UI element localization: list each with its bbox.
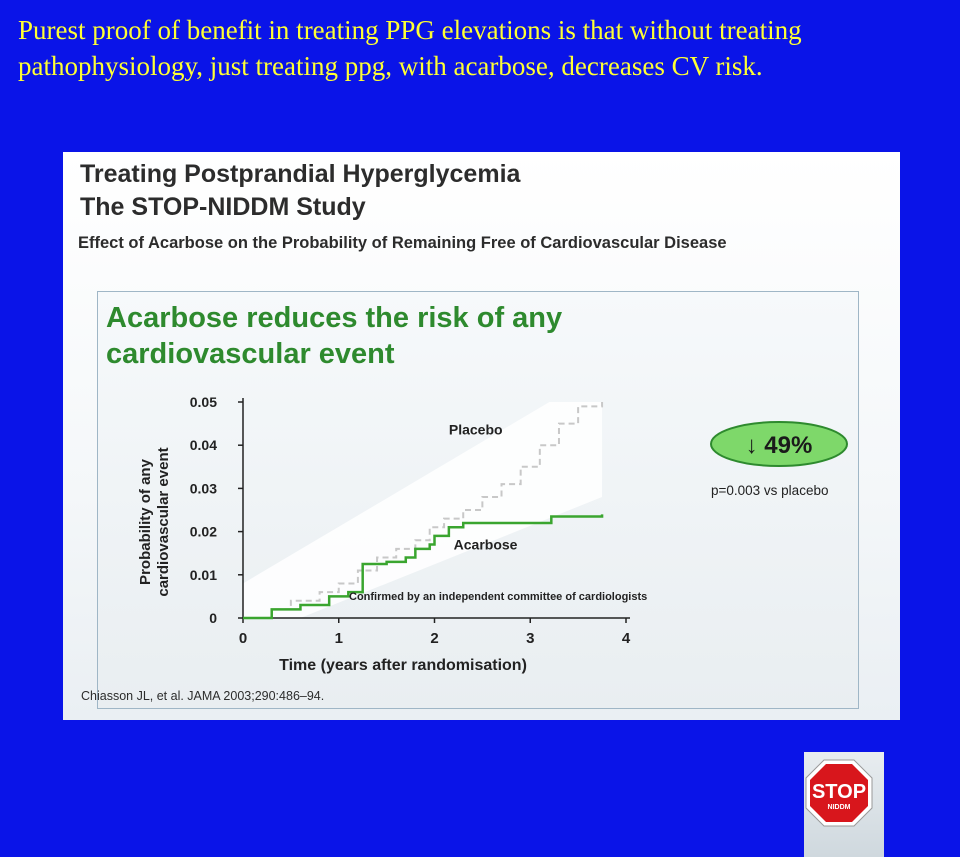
y-tick-label: 0.02 <box>190 524 217 540</box>
x-axis-label: Time (years after randomisation) <box>279 657 527 674</box>
x-tick-label: 2 <box>430 630 438 647</box>
y-axis-label-line2: cardiovascular event <box>155 447 172 596</box>
series-line-acarbose <box>243 514 604 620</box>
figure-panel: Treating Postprandial Hyperglycemia The … <box>63 152 900 857</box>
reduction-value: ↓ 49% <box>746 432 813 459</box>
y-tick-label: 0.01 <box>190 567 217 583</box>
committee-note: Confirmed by an independent committee of… <box>349 591 647 603</box>
y-tick-label: 0 <box>209 610 217 626</box>
y-tick-label: 0.05 <box>190 394 217 410</box>
citation: Chiasson JL, et al. JAMA 2003;290:486–94… <box>81 689 325 703</box>
figure-subtitle: Effect of Acarbose on the Probability of… <box>78 234 727 252</box>
figure-title: Treating Postprandial Hyperglycemia The … <box>80 158 520 224</box>
confidence-band <box>243 402 603 618</box>
y-tick-label: 0.04 <box>190 437 217 453</box>
x-tick-label: 4 <box>622 630 631 647</box>
reduction-ellipse <box>710 421 848 467</box>
slide-heading-line1: Purest proof of benefit in treating PPG … <box>18 15 802 45</box>
figure-title-line1: Treating Postprandial Hyperglycemia <box>80 160 521 188</box>
y-axis-label-line1: Probability of any <box>137 458 154 585</box>
logo-niddm-text: NIDDM <box>828 804 851 811</box>
stop-niddm-logo: STOP NIDDM <box>805 759 873 827</box>
series-label-acarbose: Acarbose <box>454 537 518 553</box>
labels-layer: Placebo Acarbose <box>449 421 518 552</box>
x-tick-label: 3 <box>526 630 534 647</box>
x-tick-label: 1 <box>335 630 343 647</box>
series-line-placebo <box>243 402 604 619</box>
series-layer <box>243 402 604 620</box>
chart-box: Acarbose reduces the risk of any cardiov… <box>97 291 884 857</box>
chart-title-line1: Acarbose reduces the risk of any <box>106 302 563 334</box>
p-value: p=0.003 vs placebo <box>711 483 828 498</box>
slide-heading: Purest proof of benefit in treating PPG … <box>18 12 953 84</box>
km-chart: 0 0.01 0.02 0.03 0.04 0.05 0 1 2 3 4 Placebo Acarbo… <box>137 394 848 674</box>
slide-heading-line2: pathophysiology, just treating ppg, with… <box>18 51 763 81</box>
chart-title: Acarbose reduces the risk of any cardiov… <box>106 300 562 372</box>
y-tick-label: 0.03 <box>190 480 217 496</box>
x-tick-label: 0 <box>239 630 247 647</box>
logo-stop-text: STOP <box>812 781 866 803</box>
chart-title-line2: cardiovascular event <box>106 338 395 370</box>
figure-title-line2: The STOP-NIDDM Study <box>80 193 366 221</box>
series-label-placebo: Placebo <box>449 421 503 437</box>
